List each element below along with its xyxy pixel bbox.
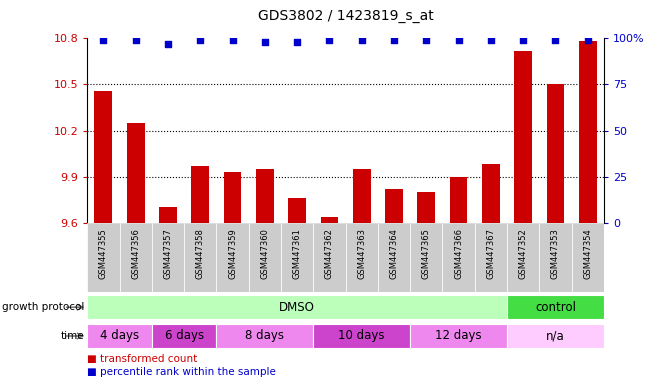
Text: 4 days: 4 days [100, 329, 139, 343]
Text: GSM447357: GSM447357 [164, 228, 172, 279]
Bar [87, 324, 152, 348]
Bar [119, 223, 152, 292]
Point [195, 37, 205, 43]
Point [550, 37, 561, 43]
Text: 6 days: 6 days [164, 329, 204, 343]
Bar [152, 324, 216, 348]
Bar [184, 223, 216, 292]
Text: GDS3802 / 1423819_s_at: GDS3802 / 1423819_s_at [258, 9, 433, 23]
Point [227, 37, 238, 43]
Text: control: control [535, 301, 576, 314]
Bar [87, 223, 119, 292]
Text: GSM447355: GSM447355 [99, 228, 108, 279]
Point [292, 39, 303, 45]
Text: GSM447363: GSM447363 [357, 228, 366, 279]
Text: GSM447358: GSM447358 [196, 228, 205, 279]
Bar [313, 324, 410, 348]
Bar [216, 324, 313, 348]
Text: GSM447364: GSM447364 [389, 228, 399, 279]
Bar [223, 172, 242, 223]
Bar [547, 84, 564, 223]
Text: GSM447356: GSM447356 [131, 228, 140, 279]
Text: 12 days: 12 days [435, 329, 482, 343]
Text: 8 days: 8 days [246, 329, 285, 343]
Bar [482, 164, 500, 223]
Bar [87, 295, 507, 319]
Text: GSM447366: GSM447366 [454, 228, 463, 279]
Bar [127, 123, 144, 223]
Bar [281, 223, 313, 292]
Bar [191, 166, 209, 223]
Point [486, 37, 497, 43]
Bar [417, 192, 435, 223]
Bar [507, 295, 604, 319]
Bar [450, 177, 468, 223]
Point [324, 37, 335, 43]
Point [453, 37, 464, 43]
Bar [539, 223, 572, 292]
Text: GSM447361: GSM447361 [293, 228, 302, 279]
Point [356, 37, 367, 43]
Text: n/a: n/a [546, 329, 565, 343]
Bar [256, 169, 274, 223]
Text: GSM447365: GSM447365 [422, 228, 431, 279]
Bar [475, 223, 507, 292]
Text: 10 days: 10 days [338, 329, 385, 343]
Point [260, 39, 270, 45]
Bar [378, 223, 410, 292]
Point [421, 37, 431, 43]
Text: GSM447352: GSM447352 [519, 228, 527, 279]
Text: GSM447367: GSM447367 [486, 228, 495, 279]
Point [518, 37, 529, 43]
Text: GSM447354: GSM447354 [583, 228, 592, 279]
Bar [353, 169, 370, 223]
Point [98, 37, 109, 43]
Bar [385, 189, 403, 223]
Bar [579, 41, 597, 223]
Bar [442, 223, 475, 292]
Point [582, 37, 593, 43]
Bar [410, 324, 507, 348]
Bar [321, 217, 338, 223]
Bar [216, 223, 249, 292]
Point [162, 41, 173, 47]
Point [130, 37, 141, 43]
Text: GSM447353: GSM447353 [551, 228, 560, 279]
Bar [152, 223, 184, 292]
Text: GSM447360: GSM447360 [260, 228, 269, 279]
Bar [572, 223, 604, 292]
Bar [159, 207, 177, 223]
Bar [249, 223, 281, 292]
Point [389, 37, 399, 43]
Text: DMSO: DMSO [279, 301, 315, 314]
Text: time: time [60, 331, 84, 341]
Text: growth protocol: growth protocol [1, 302, 84, 312]
Bar [95, 91, 112, 223]
Bar [507, 223, 539, 292]
Text: GSM447359: GSM447359 [228, 228, 237, 279]
Text: ■ percentile rank within the sample: ■ percentile rank within the sample [87, 367, 276, 377]
Bar [514, 51, 532, 223]
Text: ■ transformed count: ■ transformed count [87, 354, 197, 364]
Bar [507, 324, 604, 348]
Bar [313, 223, 346, 292]
Bar [289, 198, 306, 223]
Bar [346, 223, 378, 292]
Bar [410, 223, 442, 292]
Text: GSM447362: GSM447362 [325, 228, 334, 279]
